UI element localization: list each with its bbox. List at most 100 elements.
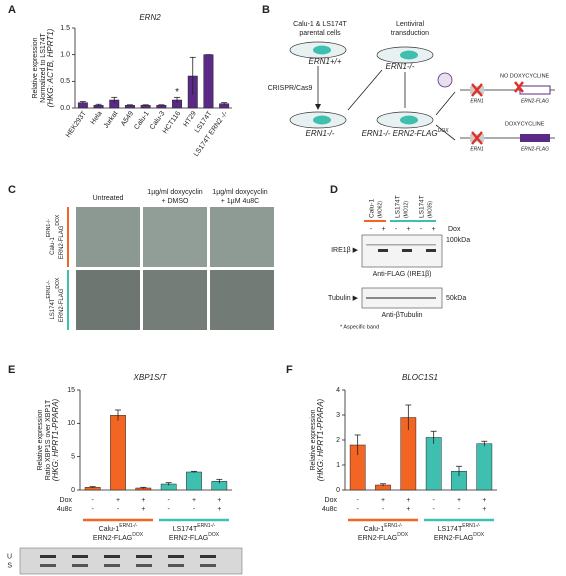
superscript: ERN1-/-	[46, 280, 52, 298]
row-value: -	[91, 506, 94, 513]
gel-band	[200, 555, 216, 558]
gel-band	[168, 564, 184, 567]
row-value: +	[192, 497, 196, 504]
nucleus	[313, 115, 331, 125]
cross	[514, 81, 524, 93]
superscript: ERN1-/-	[119, 523, 137, 529]
antibody-label: Anti-βTubulin	[381, 312, 422, 319]
diagram: Calu-1 & LS174T parental cells ERN1+/+ C…	[268, 21, 555, 152]
gene	[519, 85, 551, 95]
panel-letter: F	[286, 364, 293, 376]
arrow	[435, 91, 456, 116]
y-tick-label: 5	[71, 454, 75, 461]
group-label: Calu-1ERN1-/-	[364, 523, 403, 533]
y-label-group: Ratio XBP1S over XBP1T	[45, 399, 52, 480]
y-label-group: (HKG: ACTB, HPRT1)	[46, 28, 55, 107]
column-label: 1µg/ml doxycyclin	[147, 189, 202, 196]
superscript: DOX	[397, 532, 409, 538]
x-tick-label: HT29	[182, 110, 198, 128]
panel-letter: E	[8, 364, 15, 376]
gene	[520, 134, 550, 142]
text: Calu-1	[50, 237, 56, 255]
virus	[437, 72, 453, 88]
band	[426, 249, 436, 252]
row-value: +	[217, 506, 221, 513]
column-label: 1µg/ml doxycyclin	[212, 189, 267, 196]
y-label-group: Relative expression	[32, 37, 39, 98]
x-label-group: Calu-1	[133, 110, 151, 131]
group-label: ERN2-FLAGDOX	[434, 532, 485, 542]
lane-label: (MO62)	[377, 201, 383, 218]
column-label: + 1µM 4u8C	[221, 198, 259, 205]
lane-label: (MO35)	[427, 201, 433, 218]
x-tick-label: Hela	[90, 110, 104, 126]
cross	[471, 131, 483, 145]
row-value: -	[458, 506, 461, 513]
row-value: +	[406, 497, 410, 504]
bar	[203, 54, 214, 109]
y-tick-label: 15	[67, 387, 75, 394]
group-label: ERN2-FLAGDOX	[358, 532, 409, 542]
nucleus	[400, 50, 418, 60]
arrowhead	[315, 104, 321, 110]
row-value: -	[432, 506, 435, 513]
sign: +	[381, 226, 385, 233]
band	[366, 297, 436, 299]
superscript: DOX	[132, 532, 144, 538]
x-tick-label: HEK293T	[65, 110, 89, 139]
row-value: -	[356, 506, 359, 513]
row-label: ERN2-FLAGDOX	[55, 277, 64, 322]
y-tick-label: 1.0	[60, 52, 70, 59]
superscript: ERN1-/-	[384, 523, 402, 529]
text: ERN1-/- ERN2-FLAGDOX	[362, 128, 450, 138]
group-label: ERN2-FLAGDOX	[93, 532, 144, 542]
gel-label: S	[7, 562, 12, 569]
gel-band	[40, 555, 56, 558]
sign: -	[370, 226, 373, 233]
x-label-group: HEK293T	[65, 110, 89, 139]
row-label: 4u8c	[57, 506, 73, 513]
text: ERN2-FLAG	[434, 535, 473, 542]
row-value: -	[167, 497, 170, 504]
x-tick-label: A549	[120, 110, 135, 127]
row-value: -	[193, 506, 196, 513]
text: ERN2-FLAG	[521, 98, 549, 104]
text: LS174T	[50, 298, 56, 319]
y-tick-label: 2	[336, 437, 340, 444]
image	[210, 207, 274, 267]
gel-band	[72, 555, 88, 558]
y-tick-label: 3	[336, 412, 340, 419]
panel-letter: B	[262, 4, 270, 16]
text: ERN2-FLAG	[93, 535, 132, 542]
note: * Aspecific band	[340, 324, 379, 330]
row-label: Dox	[325, 497, 338, 504]
text: Calu-1 & LS174T	[293, 21, 347, 28]
gel-band	[200, 564, 216, 567]
nucleus	[400, 115, 418, 125]
x-label-group: HT29	[182, 110, 198, 128]
lane-label: LS174T	[395, 195, 402, 218]
y-axis-label: Relative expression	[32, 37, 39, 98]
text: ERN2-FLAG	[59, 288, 65, 322]
row-value: +	[141, 506, 145, 513]
x-label-group: A549	[120, 110, 135, 127]
y-label-group: Normalized to LS174T	[40, 32, 47, 102]
group-label: Calu-1ERN1-/-	[99, 523, 138, 533]
y-axis-label: (HKG: HPRT1-PPARA)	[51, 398, 60, 481]
row-value: -	[167, 506, 170, 513]
bar	[110, 415, 126, 491]
bar	[186, 471, 202, 491]
row-label: 4u8c	[322, 506, 338, 513]
row-value: -	[117, 506, 120, 513]
text: ERN1+/+	[309, 57, 342, 66]
western-blot: Calu-1 (MO62) LS174T (MO12) LS174T (MO35…	[328, 195, 470, 330]
text: DOXYCYCLINE	[505, 121, 545, 127]
gel-image	[19, 547, 243, 575]
nucleus	[313, 45, 331, 55]
sign: -	[420, 226, 423, 233]
panel-letter: C	[8, 184, 16, 196]
text: ERN1-/-	[386, 62, 415, 71]
lane-label: (MO12)	[403, 201, 409, 218]
text: CRISPR/Cas9	[268, 85, 313, 92]
band	[378, 249, 388, 252]
